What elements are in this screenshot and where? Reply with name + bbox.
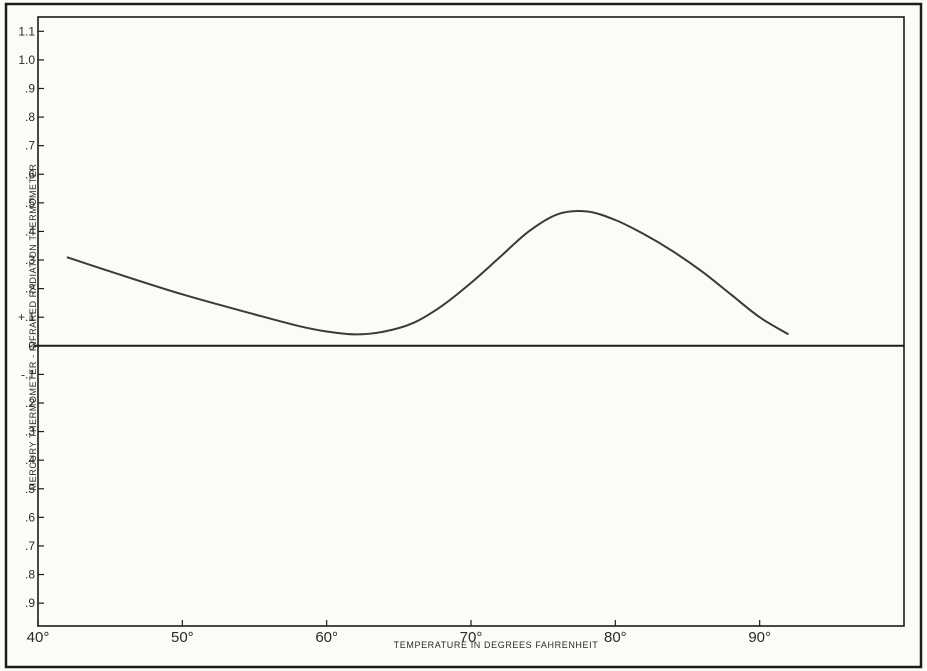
x-tick-label: 60° [315,629,338,646]
y-tick-label: .8 [25,568,35,582]
x-axis-label: TEMPERATURE IN DEGREES FAHRENHEIT [394,640,599,650]
y-tick-label: +.1 [18,310,35,324]
y-axis-ticks: 1.1 1.0 .9 .8 .7 .6 .5 .4 .3 .2 +.1 0 -.1 .2 .3 .4 .5 .6.… [18,24,44,610]
y-tick-label: .2 [25,282,35,296]
x-tick-label: 70° [460,629,483,646]
y-tick-label: .5 [25,196,35,210]
x-tick-label: 90° [748,629,771,646]
y-tick-label: .5 [25,482,35,496]
y-tick-label: .7 [25,539,35,553]
series-group [66,209,790,336]
series-line [66,209,790,336]
x-tick-label: 40° [27,629,50,646]
y-tick-label: .8 [25,110,35,124]
y-tick-label: .6 [25,510,35,524]
y-tick-label: 0 [28,339,35,353]
y-tick-label: .9 [25,81,35,95]
y-tick-label: .2 [25,396,35,410]
y-tick-label: .6 [25,167,35,181]
y-tick-label: -.1 [21,367,35,381]
outer-border [4,2,923,669]
y-tick-label: .3 [25,253,35,267]
y-tick-label: 1.1 [18,24,35,38]
y-tick-label: 1.0 [18,53,35,67]
x-axis-ticks: 40° 50° 60° 70° 80° 90° [27,620,771,646]
y-tick-label: .7 [25,139,35,153]
y-tick-label: .4 [25,224,35,238]
y-tick-label: .3 [25,425,35,439]
plot-area [37,16,905,627]
y-axis-label: MERCURY THERMOMETER - INFRARED RADIATION… [28,164,38,491]
x-tick-label: 50° [171,629,194,646]
y-tick-label: .9 [25,596,35,610]
y-tick-label: .4 [25,453,35,467]
x-tick-label: 80° [604,629,627,646]
